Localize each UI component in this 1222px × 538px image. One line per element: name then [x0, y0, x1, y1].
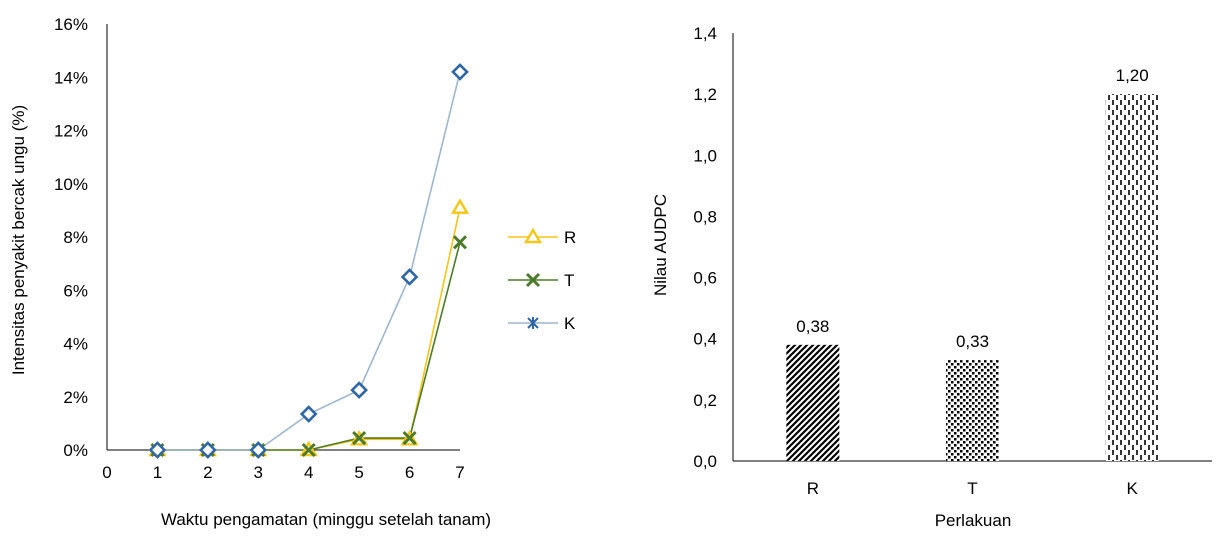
y-tick-label: 0,0 — [693, 452, 717, 471]
legend-marker — [525, 272, 541, 288]
bar-chart: 0,0 0,2 0,4 0,6 0,8 1,0 1,2 1,4 0,38 0,33 1,20 R T… — [651, 24, 1212, 530]
data-point — [148, 441, 167, 459]
data-point — [299, 405, 318, 423]
y-tick-label: 2% — [63, 388, 88, 407]
data-point — [451, 63, 469, 81]
y-tick-label: 4% — [63, 335, 88, 354]
legend-label: T — [564, 271, 574, 290]
x-axis-ticks: 0 1 2 3 4 5 6 7 — [102, 463, 464, 482]
legend-marker — [527, 317, 539, 329]
data-point — [249, 441, 268, 459]
legend-label: R — [564, 228, 576, 247]
data-point — [301, 442, 316, 458]
y-tick-label: 14% — [54, 68, 88, 87]
x-tick-label: 5 — [354, 463, 363, 482]
x-tick-label: 7 — [455, 463, 464, 482]
legend-label: K — [564, 314, 576, 333]
x-tick-label: 2 — [203, 463, 212, 482]
y-axis-ticks: 0% 2% 4% 6% 8% 10% 12% 14% 16% — [54, 15, 88, 460]
bar-K — [1105, 94, 1159, 462]
series-K — [157, 71, 461, 451]
data-point — [350, 381, 368, 399]
bar-R — [786, 344, 840, 461]
x-axis-label: Perlakuan — [935, 511, 1012, 530]
data-label: 1,20 — [1116, 66, 1149, 85]
y-tick-label: 0% — [63, 441, 88, 460]
y-tick-label: 12% — [54, 122, 88, 141]
bars-group: 0,38 0,33 1,20 — [786, 66, 1159, 462]
series-line — [157, 71, 461, 451]
legend: R T K — [508, 227, 576, 333]
x-tick-label: 4 — [304, 463, 313, 482]
x-tick-label: T — [967, 479, 977, 498]
y-tick-label: 8% — [63, 228, 88, 247]
x-tick-label: K — [1126, 479, 1138, 498]
x-tick-label: 0 — [102, 463, 111, 482]
y-tick-label: 6% — [63, 281, 88, 300]
y-tick-label: 0,8 — [693, 207, 717, 226]
y-axis-label: Nilau AUDPC — [651, 194, 670, 296]
series-K-markers — [148, 63, 469, 459]
y-tick-label: 0,2 — [693, 391, 717, 410]
line-chart: 0% 2% 4% 6% 8% 10% 12% 14% 16% 0 1 2 3 4 5 6 7 Intensit… — [9, 15, 576, 529]
legend-item-T: T — [508, 271, 574, 290]
legend-item-K: K — [508, 314, 576, 333]
x-axis-label: Waktu pengamatan (minggu setelah tanam) — [161, 510, 491, 529]
y-tick-label: 1,2 — [693, 85, 717, 104]
data-point — [452, 235, 468, 250]
y-tick-label: 16% — [54, 15, 88, 34]
y-tick-label: 1,0 — [693, 146, 717, 165]
y-tick-label: 0,4 — [693, 330, 717, 349]
data-label: 0,33 — [956, 332, 989, 351]
legend-marker — [523, 227, 543, 244]
data-label: 0,38 — [796, 317, 829, 336]
data-point — [402, 430, 417, 446]
data-point — [199, 441, 217, 459]
x-tick-label: 6 — [405, 463, 414, 482]
series-T-markers — [150, 235, 468, 458]
data-point — [352, 430, 367, 446]
y-axis-ticks: 0,0 0,2 0,4 0,6 0,8 1,0 1,2 1,4 — [693, 24, 717, 471]
bar-T — [946, 360, 999, 461]
y-tick-label: 0,6 — [693, 269, 717, 288]
series-group — [148, 63, 470, 459]
x-tick-label: 1 — [153, 463, 162, 482]
data-point — [400, 268, 419, 286]
legend-item-R: R — [508, 227, 576, 247]
y-axis-label: Intensitas penyakit bercak ungu (%) — [9, 105, 28, 375]
y-tick-label: 10% — [54, 175, 88, 194]
y-tick-label: 1,4 — [693, 24, 717, 43]
x-tick-label: 3 — [254, 463, 263, 482]
data-point — [450, 198, 470, 214]
x-tick-label: R — [807, 479, 819, 498]
